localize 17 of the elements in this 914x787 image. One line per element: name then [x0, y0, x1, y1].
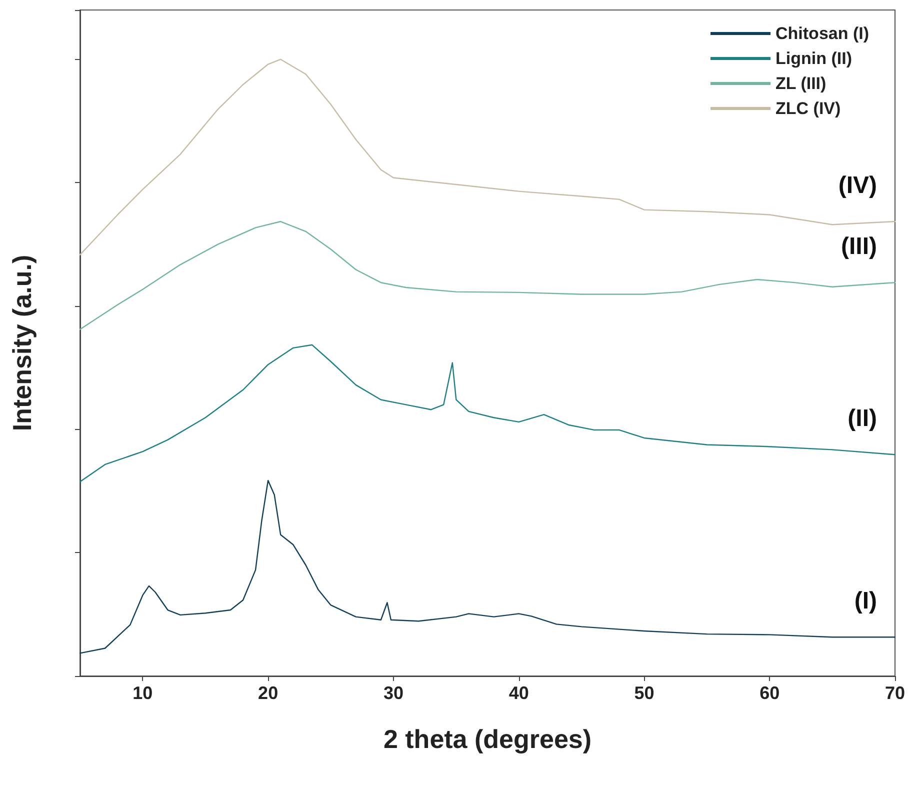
x-tick-label: 30 — [383, 683, 404, 703]
legend-label: Lignin (II) — [776, 49, 852, 68]
annotation: (IV) — [838, 172, 877, 200]
legend-label: ZLC (IV) — [776, 99, 841, 118]
legend-label: Chitosan (I) — [776, 24, 870, 43]
y-axis-title: Intensity (a.u.) — [7, 254, 37, 432]
annotation: (II) — [848, 405, 877, 432]
annotation: (III) — [841, 233, 877, 260]
x-tick-label: 60 — [760, 683, 780, 703]
legend-label: ZL (III) — [776, 74, 826, 93]
annotation: (I) — [854, 588, 877, 615]
x-tick-label: 70 — [884, 683, 906, 703]
x-tick-label: 40 — [508, 683, 529, 703]
x-axis-title: 2 theta (degrees) — [383, 724, 592, 754]
x-tick-label: 50 — [634, 683, 654, 703]
x-tick-label: 10 — [132, 683, 153, 703]
x-tick-label: 20 — [258, 683, 278, 703]
